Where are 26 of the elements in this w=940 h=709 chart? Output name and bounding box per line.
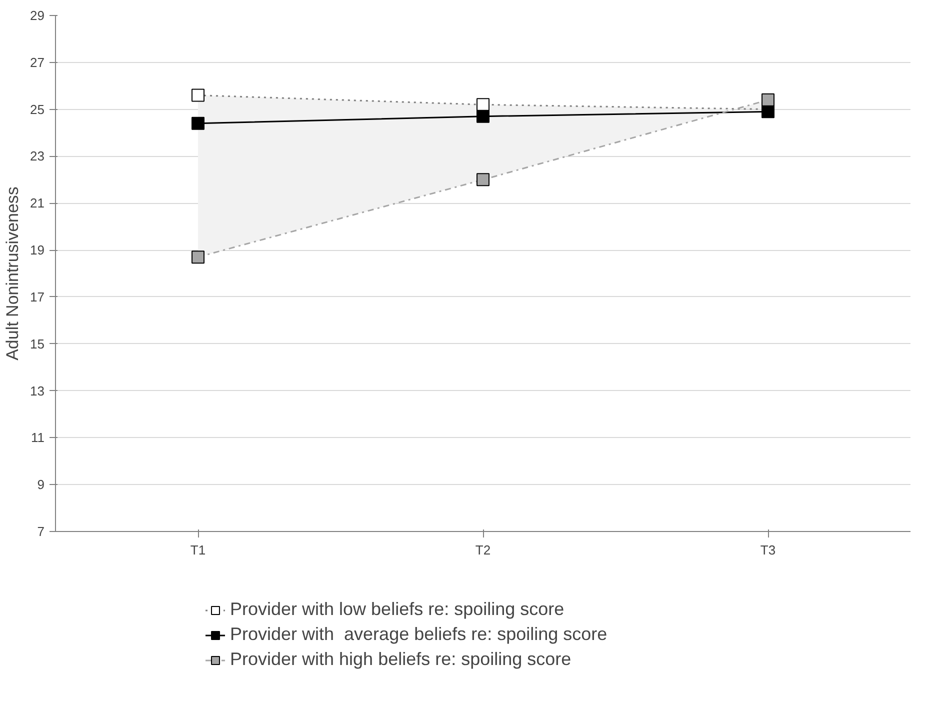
y-tick-label: 15 (30, 336, 45, 352)
y-tick-label: 9 (37, 477, 45, 492)
point (192, 116, 204, 130)
y-tick-label: 29 (30, 8, 45, 23)
y-tick-label: 27 (30, 54, 45, 70)
y-tick-label: 17 (30, 289, 45, 304)
point (476, 98, 490, 112)
y-tick-label: 7 (37, 524, 45, 539)
legend-label: Provider with low beliefs re: spoiling score (230, 599, 564, 620)
point (192, 250, 204, 264)
legend-label: Provider with average beliefs re: spoiling score (230, 624, 608, 645)
y-tick-label: 13 (30, 383, 45, 398)
x-tick-label: T3 (760, 542, 776, 558)
y-tick-label: 11 (31, 430, 45, 446)
y-tick-label: 25 (30, 102, 45, 117)
y-axis-title: Adult Nonintrusiveness (3, 186, 22, 360)
y-tick-label: 21 (30, 196, 45, 211)
x-tick-label: T2 (475, 542, 491, 558)
y-tick-label: 23 (30, 148, 45, 164)
point (762, 93, 774, 106)
x-tick-label: T1 (190, 542, 206, 558)
legend-label: Provider with high beliefs re: spoiling score (230, 649, 572, 670)
y-tick-label: 19 (30, 242, 45, 258)
point (476, 110, 490, 123)
point (192, 88, 204, 102)
point (476, 173, 490, 186)
